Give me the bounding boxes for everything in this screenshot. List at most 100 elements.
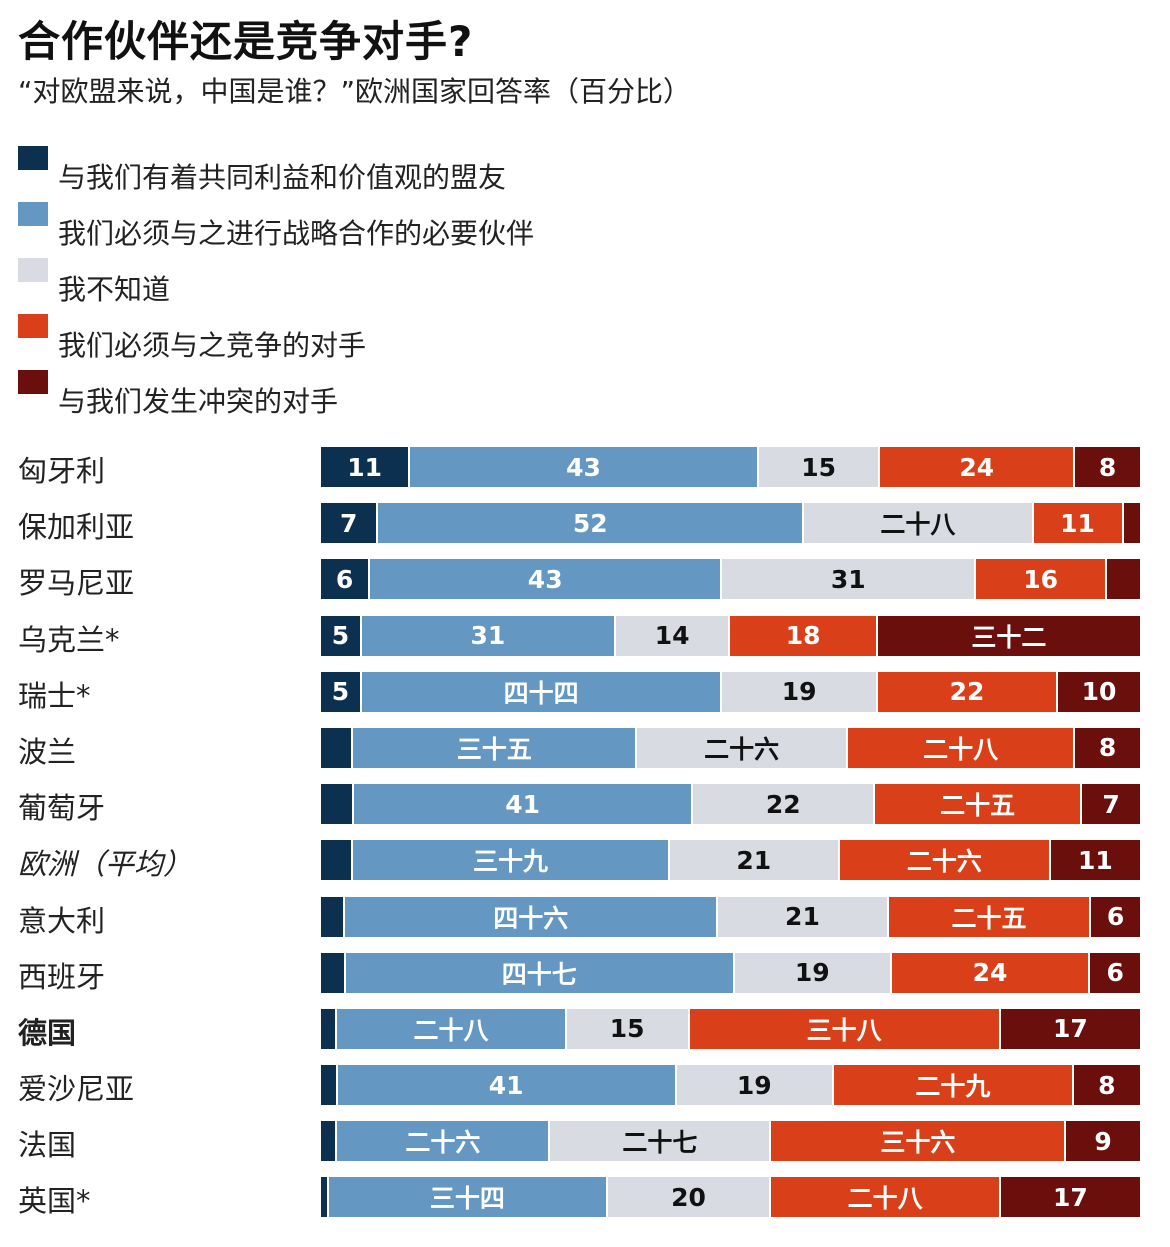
stacked-bar: 四十六 21 二十五 6 bbox=[321, 896, 1140, 937]
chart-subtitle: “对欧盟来说，中国是谁？”欧洲国家回答率（百分比） bbox=[18, 75, 692, 108]
bar-segment: 5 bbox=[321, 615, 362, 656]
data-label: 21 bbox=[736, 845, 772, 875]
data-label: 17 bbox=[1052, 1182, 1088, 1212]
bar-segment: 三十八 bbox=[689, 1008, 1001, 1049]
bar-segment: 41 bbox=[337, 1065, 677, 1106]
bar-segment: 19 bbox=[734, 952, 892, 993]
bar-segment: 二十五 bbox=[888, 896, 1092, 937]
data-label: 41 bbox=[505, 789, 541, 819]
legend-label: 我不知道 bbox=[58, 273, 171, 306]
bar-segment: 24 bbox=[880, 447, 1076, 487]
category-label: 匈牙利 bbox=[18, 454, 106, 488]
stacked-bar: 三十九 21 二十六 11 bbox=[321, 840, 1140, 881]
bar-segment bbox=[321, 784, 355, 825]
legend-label: 我们必须与之进行战略合作的必要伙伴 bbox=[58, 217, 535, 250]
bar-segment: 6 bbox=[1091, 896, 1140, 937]
data-label: 9 bbox=[1094, 1126, 1112, 1156]
data-label: 5 bbox=[331, 621, 350, 651]
bar-segment bbox=[321, 952, 346, 993]
data-label: 10 bbox=[1081, 677, 1117, 707]
data-label: 7 bbox=[339, 508, 358, 538]
bar-segment bbox=[321, 1177, 330, 1218]
data-label: 20 bbox=[671, 1182, 706, 1212]
legend-label: 与我们发生冲突的对手 bbox=[58, 385, 339, 418]
data-label: 11 bbox=[347, 452, 382, 482]
data-label: 二十八 bbox=[413, 1015, 489, 1045]
bar-segment bbox=[321, 840, 354, 881]
bar-segment bbox=[1107, 559, 1140, 600]
data-label: 三十八 bbox=[806, 1015, 882, 1045]
data-label: 7 bbox=[1102, 789, 1120, 819]
stacked-bar-chart: 匈牙利 11 43 15 24 8 保加利亚 7 52 二十八 11 罗马尼亚 6 43 31 16 乌克兰* 5… bbox=[0, 440, 1170, 1227]
chart-row: 欧洲（平均） 三十九 21 二十六 11 bbox=[0, 833, 1170, 889]
bar-segment bbox=[1123, 503, 1140, 544]
data-label: 31 bbox=[830, 564, 866, 594]
legend-swatch bbox=[18, 258, 48, 282]
bar-segment: 5 bbox=[321, 671, 362, 712]
category-label: 保加利亚 bbox=[18, 510, 135, 545]
data-label: 24 bbox=[972, 958, 1008, 988]
data-label: 四十七 bbox=[501, 959, 577, 989]
bar-segment: 8 bbox=[1075, 727, 1140, 768]
chart-row: 英国* 三十四 20 二十八 17 bbox=[0, 1170, 1170, 1226]
data-label: 二十六 bbox=[405, 1128, 481, 1158]
data-label: 41 bbox=[488, 1070, 524, 1100]
data-label: 二十七 bbox=[622, 1128, 698, 1158]
stacked-bar: 5 31 14 18 三十二 bbox=[321, 615, 1140, 656]
data-label: 6 bbox=[1106, 958, 1124, 988]
data-label: 8 bbox=[1098, 733, 1117, 763]
bar-segment: 20 bbox=[607, 1177, 772, 1218]
bar-segment: 三十九 bbox=[353, 840, 670, 881]
bar-segment: 二十九 bbox=[833, 1065, 1074, 1106]
chart-row: 波兰 三十五 二十六 二十八 8 bbox=[0, 721, 1170, 777]
bar-segment: 24 bbox=[891, 952, 1091, 993]
legend-swatch bbox=[18, 146, 48, 170]
stacked-bar: 四十七 19 24 6 bbox=[321, 952, 1140, 993]
data-label: 5 bbox=[331, 677, 350, 707]
bar-segment bbox=[321, 1008, 338, 1049]
category-label: 波兰 bbox=[18, 734, 77, 769]
data-label: 二十五 bbox=[940, 791, 1016, 821]
data-label: 四十四 bbox=[503, 678, 579, 708]
chart-row: 法国 二十六 二十七 三十六 9 bbox=[0, 1114, 1170, 1170]
bar-segment: 9 bbox=[1066, 1121, 1140, 1162]
chart-row: 西班牙 四十七 19 24 6 bbox=[0, 946, 1170, 1002]
data-label: 二十八 bbox=[923, 734, 999, 764]
bar-segment: 31 bbox=[722, 559, 977, 600]
bar-segment: 22 bbox=[693, 784, 876, 825]
legend-swatch bbox=[18, 202, 48, 226]
bar-segment: 11 bbox=[1033, 503, 1124, 544]
bar-segment: 二十八 bbox=[804, 503, 1034, 544]
category-label: 西班牙 bbox=[18, 959, 106, 994]
bar-segment: 二十六 bbox=[337, 1121, 551, 1162]
data-label: 52 bbox=[572, 508, 608, 538]
bar-segment: 四十七 bbox=[345, 952, 735, 993]
bar-segment: 二十七 bbox=[550, 1121, 772, 1162]
stacked-bar: 41 22 二十五 7 bbox=[321, 784, 1140, 825]
bar-segment: 三十六 bbox=[771, 1121, 1067, 1162]
data-label: 6 bbox=[335, 564, 354, 594]
bar-segment: 14 bbox=[615, 615, 731, 656]
bar-segment: 22 bbox=[877, 671, 1059, 712]
category-label: 意大利 bbox=[18, 903, 106, 938]
bar-segment: 11 bbox=[1050, 840, 1140, 881]
stacked-bar: 三十五 二十六 二十八 8 bbox=[321, 727, 1140, 768]
bar-segment: 15 bbox=[758, 447, 881, 487]
chart-row: 爱沙尼亚 41 19 二十九 8 bbox=[0, 1058, 1170, 1114]
bar-segment: 21 bbox=[718, 896, 889, 937]
data-label: 二十六 bbox=[906, 847, 982, 877]
bar-segment: 二十五 bbox=[875, 784, 1083, 825]
bar-segment: 三十二 bbox=[877, 615, 1140, 656]
bar-segment: 52 bbox=[378, 503, 805, 544]
data-label: 43 bbox=[527, 564, 563, 594]
category-label: 葡萄牙 bbox=[18, 791, 106, 826]
category-label: 罗马尼亚 bbox=[18, 566, 135, 601]
data-label: 24 bbox=[959, 452, 995, 482]
bar-segment: 7 bbox=[1082, 784, 1140, 825]
bar-segment: 18 bbox=[730, 615, 878, 656]
data-label: 二十八 bbox=[847, 1184, 923, 1214]
bar-segment: 8 bbox=[1075, 447, 1140, 487]
data-label: 三十二 bbox=[971, 622, 1047, 652]
bar-segment: 19 bbox=[676, 1065, 834, 1106]
chart-title: 合作伙伴还是竞争对手? bbox=[18, 17, 474, 66]
